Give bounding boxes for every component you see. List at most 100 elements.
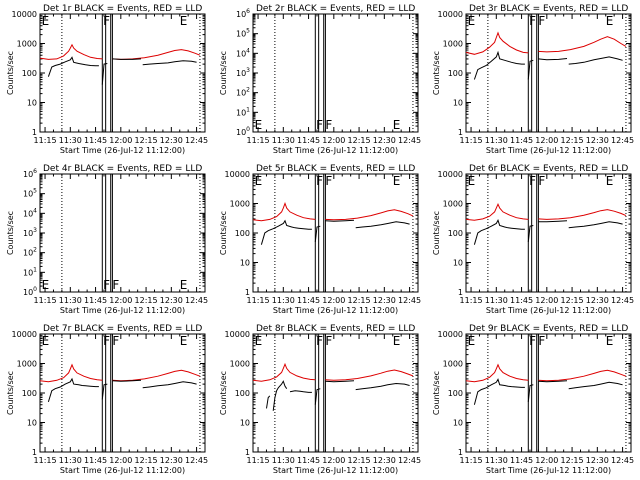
x-axis-label: Start Time (26-Jul-12 11:12:00) xyxy=(273,146,398,155)
x-tick-label: 11:30 xyxy=(59,136,82,145)
x-tick-label: 11:45 xyxy=(84,136,107,145)
series-line-events xyxy=(47,56,99,77)
plot-frame xyxy=(465,13,632,133)
event-marker-label: F xyxy=(325,334,332,348)
x-tick-label: 11:30 xyxy=(272,296,295,305)
y-tick-label: 100 xyxy=(23,286,37,297)
series-line-lld xyxy=(538,36,627,53)
y-axis-label: Counts/sec xyxy=(219,371,228,415)
event-marker-label: F xyxy=(316,334,323,348)
x-tick-label: 12:30 xyxy=(373,136,396,145)
x-tick-label: 11:30 xyxy=(485,456,508,465)
event-marker-label: E xyxy=(606,174,614,188)
plot-frame xyxy=(39,13,206,133)
event-marker-label: E xyxy=(606,14,614,28)
x-tick-label: 11:30 xyxy=(59,456,82,465)
chart-panel-det-8r: Det 8r BLACK = Events, RED = LLD 1 10 100 10… xyxy=(219,324,421,475)
y-tick-label: 100 xyxy=(22,389,37,398)
event-marker-label: F xyxy=(103,278,110,292)
y-tick-label: 105 xyxy=(236,28,250,39)
x-axis-label: Start Time (26-Jul-12 11:12:00) xyxy=(486,146,611,155)
y-tick-label: 102 xyxy=(236,87,250,98)
x-tick-label: 11:45 xyxy=(84,456,107,465)
y-tick-label: 10000 xyxy=(438,10,463,19)
y-tick-label: 1000 xyxy=(443,40,463,49)
x-tick-label: 12:30 xyxy=(586,456,609,465)
x-tick-label: 11:15 xyxy=(247,136,270,145)
series-line-events xyxy=(112,58,142,60)
y-tick-label: 106 xyxy=(23,168,37,179)
y-tick-label: 1 xyxy=(245,448,250,457)
y-tick-label: 10000 xyxy=(438,170,463,179)
event-marker-label: E xyxy=(180,334,188,348)
y-tick-label: 1 xyxy=(32,448,37,457)
x-tick-label: 12:15 xyxy=(561,456,584,465)
panel-title: Det 8r BLACK = Events, RED = LLD xyxy=(256,324,415,334)
series-line-events xyxy=(260,219,312,245)
x-axis-label: Start Time (26-Jul-12 11:12:00) xyxy=(273,306,398,315)
x-tick-label: 12:30 xyxy=(373,456,396,465)
y-tick-label: 104 xyxy=(23,207,37,218)
y-tick-label: 10000 xyxy=(12,330,37,339)
x-tick-label: 12:30 xyxy=(160,136,183,145)
plot-frame xyxy=(252,13,419,133)
series-line-lld xyxy=(252,202,316,222)
y-tick-label: 10 xyxy=(453,259,463,268)
series-line-events xyxy=(527,225,534,242)
series-line-events xyxy=(473,378,525,405)
y-tick-label: 10000 xyxy=(12,10,37,19)
series-line-lld xyxy=(112,369,201,382)
x-tick-label: 11:15 xyxy=(460,136,483,145)
chart-panel-det-2r: Det 2r BLACK = Events, RED = LLD 100 101 10… xyxy=(219,4,421,155)
event-marker-label: E xyxy=(255,174,263,188)
x-tick-label: 11:15 xyxy=(34,456,57,465)
y-tick-label: 100 xyxy=(448,69,463,78)
y-tick-label: 100 xyxy=(22,69,37,78)
series-line-events xyxy=(314,388,321,405)
event-marker-label: E xyxy=(255,118,263,132)
panel-title: Det 2r BLACK = Events, RED = LLD xyxy=(256,4,415,14)
x-tick-label: 12:00 xyxy=(535,456,558,465)
event-marker-label: F xyxy=(112,278,119,292)
chart-panel-det-3r: Det 3r BLACK = Events, RED = LLD 1 10 100 10… xyxy=(432,4,634,155)
event-marker-label: E xyxy=(468,14,476,28)
y-tick-label: 10000 xyxy=(225,170,250,179)
y-tick-label: 100 xyxy=(448,229,463,238)
series-line-events xyxy=(527,384,534,402)
series-line-events xyxy=(568,381,623,390)
series-line-events xyxy=(355,382,410,391)
y-tick-label: 1000 xyxy=(230,200,250,209)
event-marker-label: E xyxy=(393,118,401,132)
panel-title: Det 7r BLACK = Events, RED = LLD xyxy=(43,324,202,334)
y-axis-label: Counts/sec xyxy=(432,51,441,95)
series-line-lld xyxy=(325,209,414,221)
y-tick-label: 10 xyxy=(240,259,250,268)
x-tick-label: 11:45 xyxy=(297,136,320,145)
x-tick-label: 12:15 xyxy=(561,296,584,305)
series-line-lld xyxy=(465,363,529,383)
x-tick-label: 12:15 xyxy=(348,296,371,305)
series-line-events xyxy=(538,58,568,61)
event-marker-label: F xyxy=(529,334,536,348)
event-marker-label: E xyxy=(606,334,614,348)
series-line-lld xyxy=(325,369,414,381)
panel-title: Det 4r BLACK = Events, RED = LLD xyxy=(43,164,202,174)
chart-panel-det-5r: Det 5r BLACK = Events, RED = LLD 1 10 100 10… xyxy=(219,164,421,315)
x-tick-label: 12:15 xyxy=(135,136,158,145)
plot-frame xyxy=(252,173,419,293)
y-axis-label: Counts/sec xyxy=(432,371,441,415)
y-tick-label: 102 xyxy=(23,247,37,258)
x-tick-label: 11:30 xyxy=(485,136,508,145)
y-tick-label: 10 xyxy=(27,99,37,108)
series-line-lld xyxy=(465,202,529,221)
y-axis-label: Counts/sec xyxy=(6,371,15,415)
series-line-events xyxy=(314,225,321,242)
y-tick-label: 10 xyxy=(27,419,37,428)
y-tick-label: 10000 xyxy=(225,330,250,339)
chart-panel-det-6r: Det 6r BLACK = Events, RED = LLD 1 10 100 10… xyxy=(432,164,634,315)
chart-panel-det-7r: Det 7r BLACK = Events, RED = LLD 1 10 100 10… xyxy=(6,324,208,475)
series-line-lld xyxy=(538,369,627,382)
series-line-events xyxy=(568,56,623,65)
x-tick-label: 11:45 xyxy=(510,296,533,305)
y-tick-label: 1 xyxy=(458,448,463,457)
